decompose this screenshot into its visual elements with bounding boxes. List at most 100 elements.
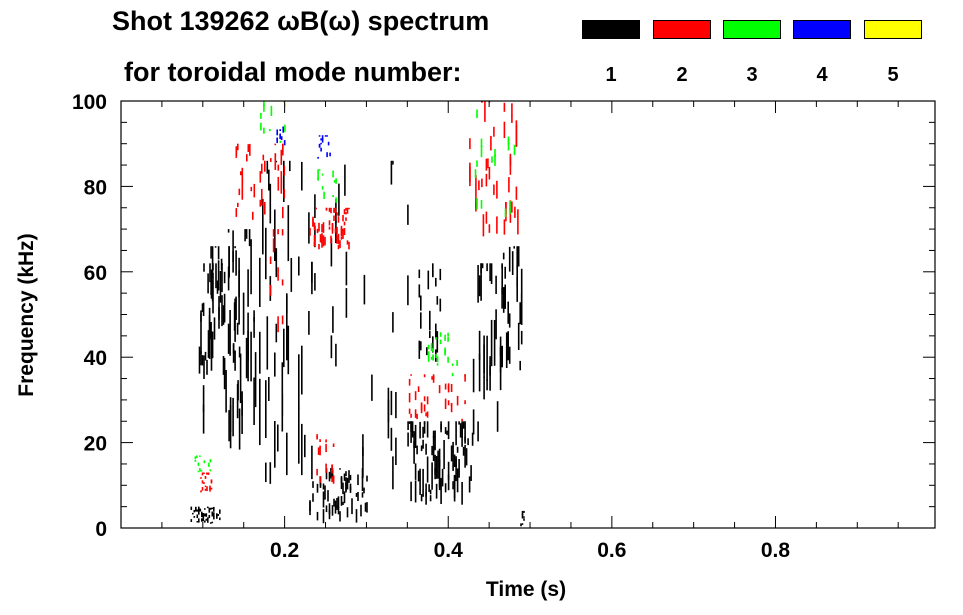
- spectrum-mark-mode-1: [241, 400, 243, 434]
- spectrum-mark-mode-1: [207, 330, 210, 358]
- spectrum-mark-mode-1: [425, 492, 427, 505]
- spectrum-mark-mode-1: [410, 421, 412, 432]
- spectrum-mark-mode-1: [322, 509, 325, 524]
- spectrum-mark-mode-2: [269, 256, 272, 264]
- spectrum-mark-mode-1: [426, 347, 428, 356]
- spectrum-mark-mode-2: [334, 207, 337, 213]
- spectrum-mark-mode-1: [298, 407, 300, 464]
- spectrum-mark-mode-1: [344, 164, 346, 196]
- spectrum-mark-mode-1: [202, 404, 205, 434]
- spectrum-mark-mode-3: [209, 459, 212, 463]
- spectrum-mark-mode-1: [196, 509, 199, 512]
- spectrum-mark-mode-2: [493, 126, 495, 137]
- spectrum-mark-mode-2: [485, 158, 488, 171]
- spectrum-mark-mode-1: [203, 263, 205, 272]
- spectrum-mark-mode-1: [204, 351, 207, 361]
- spectrum-mark-mode-1: [455, 456, 457, 467]
- spectrum-mark-mode-3: [208, 462, 210, 465]
- spectrum-mark-mode-1: [247, 330, 249, 382]
- spectrum-mark-mode-3: [507, 138, 510, 151]
- spectrum-mark-mode-3: [200, 470, 203, 472]
- spectrum-mark-mode-2: [332, 443, 335, 447]
- spectrum-mark-mode-2: [515, 124, 518, 147]
- spectrum-mark-mode-2: [334, 228, 337, 233]
- spectrum-mark-mode-1: [195, 507, 197, 510]
- spectrum-mark-mode-2: [333, 209, 335, 213]
- spectrum-mark-mode-3: [203, 460, 206, 462]
- spectrum-mark-mode-1: [423, 421, 426, 434]
- spectrum-mark-mode-1: [204, 513, 206, 517]
- spectrum-mark-mode-2: [210, 487, 213, 490]
- spectrum-mark-mode-1: [301, 161, 303, 191]
- spectrum-mark-mode-1: [355, 509, 358, 514]
- spectrum-mark-mode-1: [210, 322, 212, 340]
- spectrum-mark-mode-4: [282, 126, 284, 129]
- spectrum-mark-mode-2: [309, 227, 311, 236]
- spectrum-mark-mode-2: [331, 223, 334, 231]
- spectrum-mark-mode-1: [325, 468, 328, 480]
- spectrum-mark-mode-1: [275, 323, 278, 343]
- spectrum-mark-mode-2: [423, 404, 426, 412]
- spectrum-mark-mode-2: [330, 207, 332, 214]
- spectrum-mark-mode-1: [322, 491, 325, 508]
- spectrum-mark-mode-2: [207, 472, 210, 475]
- spectrum-mark-mode-3: [321, 173, 324, 176]
- spectrum-mark-mode-1: [523, 518, 525, 521]
- spectrum-mark-mode-3: [509, 208, 511, 215]
- spectrum-mark-mode-1: [462, 421, 465, 429]
- spectrum-mark-mode-2: [343, 209, 346, 215]
- spectrum-mark-mode-2: [487, 158, 489, 169]
- spectrum-mark-mode-3: [323, 191, 325, 199]
- spectrum-mark-mode-1: [520, 330, 523, 345]
- spectrum-mark-mode-1: [330, 335, 333, 359]
- spectrum-mark-mode-1: [483, 376, 485, 400]
- spectrum-mark-mode-1: [217, 260, 220, 291]
- spectrum-mark-mode-1: [216, 280, 219, 294]
- spectrum-mark-mode-1: [232, 397, 234, 437]
- spectrum-mark-mode-1: [204, 520, 206, 523]
- spectrum-mark-mode-2: [493, 184, 495, 195]
- spectrum-mark-mode-1: [328, 503, 331, 515]
- spectrum-mark-mode-1: [432, 336, 434, 353]
- spectrum-mark-mode-1: [238, 269, 240, 325]
- spectrum-mark-mode-1: [336, 497, 338, 508]
- spectrum-mark-mode-1: [410, 481, 412, 502]
- spectrum-mark-mode-2: [277, 316, 279, 333]
- spectrum-mark-mode-3: [491, 156, 493, 163]
- spectrum-mark-mode-1: [447, 421, 450, 440]
- spectrum-mark-mode-1: [427, 270, 430, 290]
- spectrum-mark-mode-3: [444, 347, 446, 354]
- spectrum-mark-mode-1: [274, 352, 276, 377]
- spectrum-mark-mode-1: [247, 269, 249, 307]
- spectrum-mark-mode-1: [452, 441, 454, 471]
- spectrum-mark-mode-2: [469, 138, 471, 150]
- spectrum-mark-mode-1: [289, 160, 291, 172]
- spectrum-mark-mode-2: [241, 193, 244, 200]
- spectrum-mark-mode-1: [259, 331, 261, 374]
- spectrum-mark-mode-1: [349, 483, 352, 491]
- spectrum-mark-mode-2: [316, 228, 319, 234]
- spectrum-mark-mode-1: [201, 518, 203, 522]
- spectrum-mark-mode-2: [247, 144, 250, 152]
- legend-swatch-mode-1: [582, 20, 640, 39]
- spectrum-mark-mode-1: [411, 421, 414, 438]
- spectrum-mark-mode-2: [425, 412, 427, 417]
- spectrum-mark-mode-1: [507, 331, 509, 361]
- spectrum-mark-mode-1: [423, 421, 426, 425]
- spectrum-mark-mode-2: [417, 386, 420, 392]
- spectrum-mark-mode-1: [235, 296, 237, 320]
- spectrum-mark-mode-1: [516, 265, 518, 302]
- spectrum-mark-mode-1: [207, 517, 209, 523]
- spectrum-mark-mode-1: [311, 262, 313, 284]
- spectrum-mark-mode-2: [272, 229, 275, 237]
- spectrum-mark-mode-3: [430, 356, 433, 360]
- spectrum-mark-mode-1: [461, 426, 463, 447]
- spectrum-mark-mode-1: [346, 477, 349, 490]
- spectrum-mark-mode-1: [431, 445, 433, 456]
- spectrum-mark-mode-1: [207, 517, 209, 520]
- spectrum-mark-mode-1: [201, 511, 203, 518]
- spectrum-mark-mode-3: [447, 332, 449, 337]
- spectrum-mark-mode-1: [407, 421, 409, 430]
- spectrum-mark-mode-1: [301, 345, 303, 395]
- spectrum-mark-mode-1: [523, 516, 525, 518]
